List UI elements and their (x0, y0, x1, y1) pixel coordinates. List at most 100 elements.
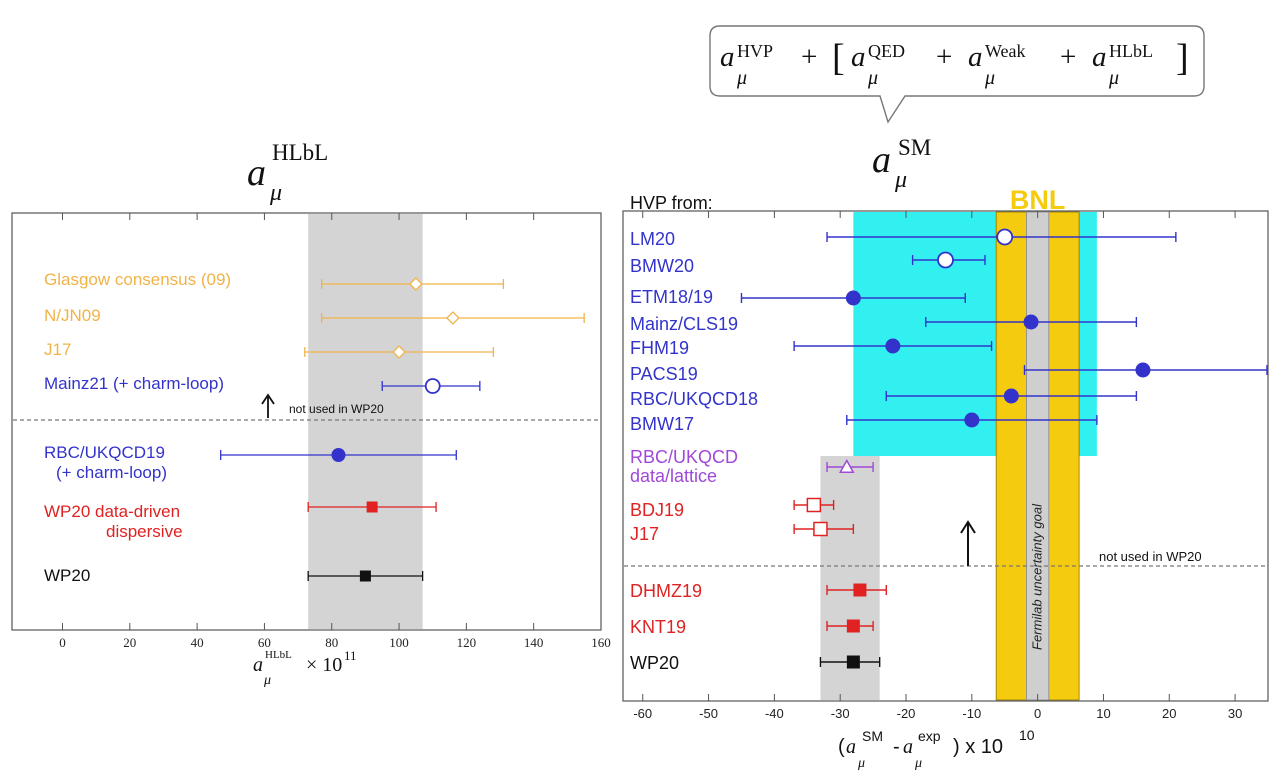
callout-bubble (709, 25, 1205, 124)
row-label: Mainz/CLS19 (630, 314, 738, 334)
svg-text:μ: μ (1108, 67, 1119, 89)
marker-square (846, 655, 860, 669)
hvp-from-header: HVP from: (630, 193, 713, 213)
marker-open-circle (996, 228, 1014, 246)
data-row: LM20 (630, 228, 1177, 249)
row-label: N/JN09 (44, 306, 101, 325)
row-label: J17 (44, 340, 71, 359)
left-title-sup: HLbL (272, 140, 328, 165)
x-tick-label: 10 (1096, 706, 1110, 721)
data-row: BMW17 (630, 412, 1098, 434)
equation-callout: a μ HVP + [ a μ QED + a μ Weak + a μ HLb… (709, 25, 1205, 124)
x-tick-label: 60 (258, 635, 271, 650)
row-label: Glasgow consensus (09) (44, 270, 231, 289)
right-not-used-note: not used in WP20 (1099, 549, 1202, 564)
data-row: WP20 (44, 566, 424, 585)
svg-text:a: a (903, 736, 913, 758)
data-row: DHMZ19 (630, 581, 887, 601)
data-row: BDJ19 (630, 497, 835, 520)
left-xlabel-scale: × 10 (306, 654, 342, 676)
row-label: (+ charm-loop) (56, 463, 167, 482)
x-tick-label: 80 (325, 635, 338, 650)
left-not-used-note: not used in WP20 (289, 402, 384, 416)
data-row: KNT19 (630, 617, 874, 637)
svg-text:μ: μ (867, 67, 878, 89)
svg-text:+: + (936, 41, 952, 73)
x-tick-label: -10 (962, 706, 981, 721)
fermilab-goal-label: Fermilab uncertainty goal (1030, 503, 1045, 650)
x-tick-label: 20 (1162, 706, 1176, 721)
marker-circle (845, 290, 861, 306)
marker-circle (331, 448, 346, 462)
svg-text:a: a (846, 736, 856, 758)
data-row: N/JN09 (44, 306, 585, 325)
marker-square (853, 583, 867, 597)
row-label: WP20 data-driven (44, 502, 180, 521)
x-tick-label: 20 (123, 635, 136, 650)
left-plot-frame (11, 212, 602, 631)
row-label: J17 (630, 524, 659, 544)
data-row: Glasgow consensus (09) (44, 270, 505, 291)
left-gray-band (308, 214, 423, 629)
marker-circle (1003, 388, 1019, 404)
eq-hvp-sup: HVP (737, 41, 773, 61)
eq-bracket-open: [ (832, 37, 845, 79)
data-row: WP20 (630, 653, 881, 673)
right-plot-frame (622, 210, 1269, 702)
right-title-sup: SM (898, 135, 931, 160)
row-label: PACS19 (630, 364, 698, 384)
right-xlabel-exp: 10 (1019, 727, 1035, 743)
row-label: RBC/UKQCD (630, 447, 738, 467)
marker-circle (1023, 314, 1039, 330)
data-row: Mainz21 (+ charm-loop) (44, 374, 481, 394)
marker-open-circle (937, 251, 954, 269)
right-chart: Fermilab uncertainty goal BNL LM20 BMW20 E… (622, 185, 1269, 771)
marker-circle (1135, 362, 1151, 378)
row-label: BMW20 (630, 256, 694, 276)
right-xlabel-scale: ) x 10 (953, 736, 1003, 758)
row-label: FHM19 (630, 338, 689, 358)
right-not-used-arrow (960, 520, 976, 566)
x-tick-label: 160 (591, 635, 611, 650)
row-label: WP20 (630, 653, 679, 673)
right-xlabel-sup2: exp (918, 728, 941, 744)
svg-text:-: - (893, 736, 900, 758)
row-label: DHMZ19 (630, 581, 702, 601)
data-row: RBC/UKQCD18 (630, 388, 1138, 409)
right-chart-rows: LM20 BMW20 ETM18/19 Mainz/CLS19 FHM19 PACS19 R… (630, 228, 1268, 673)
x-tick-label: 0 (1034, 706, 1041, 721)
data-row: J17 (630, 521, 855, 544)
svg-text:a: a (872, 139, 891, 181)
marker-open-square (806, 497, 822, 513)
row-label: ETM18/19 (630, 287, 713, 307)
data-row: Mainz/CLS19 (630, 314, 1138, 334)
marker-diamond (392, 345, 406, 359)
eq-hlbl-sup: HLbL (1109, 41, 1153, 61)
svg-text:+: + (801, 41, 817, 73)
right-x-axis-label: ( a μ SM - a μ exp ) x 10 10 (838, 727, 1035, 771)
data-row: J17 (44, 340, 494, 359)
bnl-label: BNL (1010, 185, 1066, 215)
marker-open-square (813, 521, 828, 537)
svg-text:μ: μ (736, 67, 747, 89)
data-row: BMW20 (630, 251, 986, 276)
row-label: dispersive (106, 522, 183, 541)
svg-text:(: ( (838, 736, 845, 758)
marker-circle (885, 338, 901, 354)
svg-text:a: a (968, 41, 983, 73)
row-label: RBC/UKQCD18 (630, 389, 758, 409)
x-tick-label: 100 (389, 635, 409, 650)
marker-square (366, 501, 378, 513)
marker-diamond (408, 277, 423, 291)
eq-a1: a (720, 41, 735, 73)
row-label: LM20 (630, 229, 675, 249)
marker-diamond (445, 311, 460, 325)
right-chart-title: a μ SM (872, 135, 931, 193)
left-not-used-arrow (261, 393, 275, 418)
row-label: KNT19 (630, 617, 686, 637)
marker-square (846, 619, 860, 633)
svg-text:μ: μ (894, 167, 907, 193)
row-label: data/lattice (630, 466, 717, 486)
